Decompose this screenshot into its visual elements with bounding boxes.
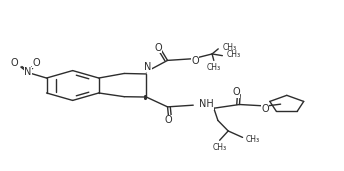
Text: N: N [144,62,152,72]
Text: CH₃: CH₃ [213,143,227,152]
Text: O: O [33,58,40,68]
Text: O: O [191,56,199,66]
Text: O: O [10,58,18,68]
Text: O: O [232,87,240,97]
Text: CH₃: CH₃ [222,43,236,52]
Text: O: O [165,115,172,125]
Text: O: O [154,43,162,53]
Text: O: O [261,104,269,114]
Text: CH₃: CH₃ [246,135,260,144]
Text: CH₃: CH₃ [207,63,221,72]
Text: N: N [24,67,31,77]
Text: NH: NH [199,100,214,109]
Text: CH₃: CH₃ [226,50,240,60]
